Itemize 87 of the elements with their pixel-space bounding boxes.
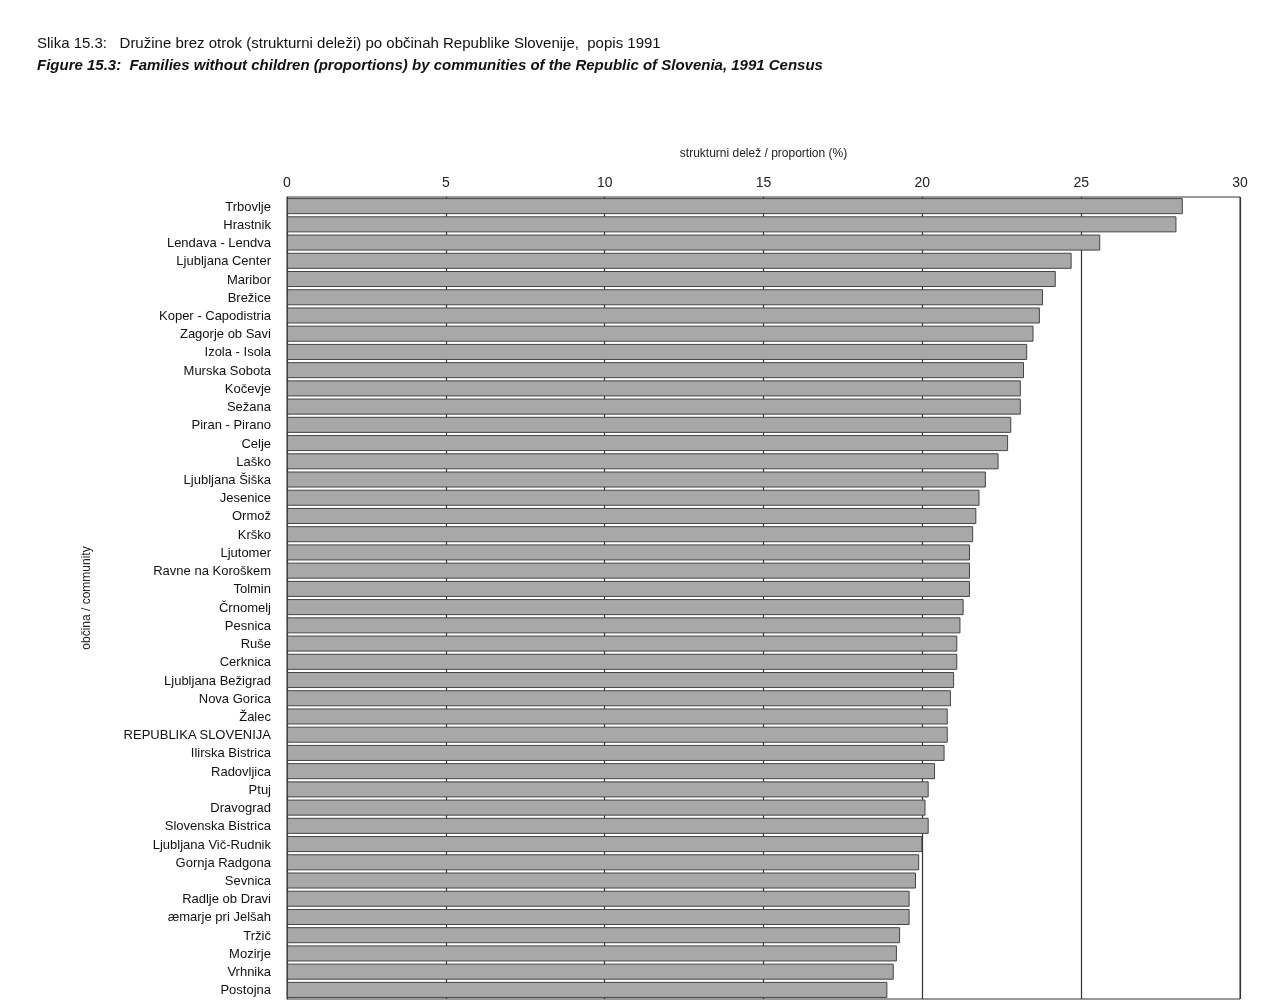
y-tick-label: Žalec: [239, 708, 272, 724]
bar: [287, 854, 920, 871]
y-tick-label: Ormož: [232, 508, 271, 524]
bar: [287, 271, 1056, 288]
y-tick-label: Ilirska Bistrica: [190, 745, 272, 761]
bar: [287, 817, 929, 834]
bar: [287, 836, 923, 853]
y-tick-label: Gornja Radgona: [175, 854, 272, 870]
bar: [287, 908, 910, 925]
y-tick-label: Piran - Pirano: [191, 417, 271, 433]
bar: [287, 489, 980, 506]
bar: [287, 289, 1044, 306]
y-tick-label: Lendava - Lendva: [166, 235, 272, 251]
y-tick-label: Krško: [237, 526, 271, 542]
y-axis-title: občina / community: [79, 546, 93, 650]
bar: [287, 726, 948, 743]
chart-subtitle: Figure 15.3: Families without children (proportions) by communities of the Republic of Slovenia, 1991 Census: [37, 56, 823, 73]
y-tick-label: Ljubljana Center: [176, 253, 272, 269]
bar: [287, 744, 945, 761]
y-tick-label: Tolmin: [233, 581, 271, 597]
bar: [287, 252, 1072, 269]
bar: [287, 526, 974, 543]
y-tick-label: Dravograd: [210, 800, 271, 816]
x-tick-label: 5: [441, 174, 450, 190]
y-tick-label: Nova Gorica: [198, 690, 272, 706]
bar: [287, 599, 964, 616]
bar: [287, 981, 888, 998]
bar: [287, 927, 901, 944]
bar: [287, 872, 916, 889]
y-tick-label: Vrhnika: [227, 964, 272, 980]
bar: [287, 890, 910, 907]
x-tick-label: 25: [1073, 174, 1090, 190]
y-tick-label: Radovljica: [211, 763, 272, 779]
y-tick-label: Ljutomer: [220, 544, 272, 560]
y-tick-label: Pesnica: [224, 617, 272, 633]
y-tick-label: Postojna: [220, 982, 272, 998]
y-tick-label: Hrastnik: [223, 216, 272, 232]
y-tick-label: Murska Sobota: [183, 362, 272, 378]
bar: [287, 362, 1024, 379]
y-tick-label: Slovenska Bistrica: [164, 818, 272, 834]
bar: [287, 343, 1028, 360]
bar: [287, 435, 1009, 452]
y-tick-label: Kočevje: [224, 380, 271, 396]
x-tick-label: 10: [596, 174, 613, 190]
y-tick-label: Koper - Capodistria: [159, 307, 272, 323]
x-tick-label: 20: [914, 174, 931, 190]
x-axis-title: strukturni delež / proportion (%): [679, 146, 848, 160]
y-tick-label: Ruše: [240, 636, 271, 652]
bar: [287, 307, 1040, 324]
chart-title: Slika 15.3: Družine brez otrok (strukturni deleži) po občinah Republike Slovenije, popis 1991: [37, 34, 661, 51]
y-tick-label: Zagorje ob Savi: [179, 326, 272, 342]
y-tick-label: Ljubljana Bežigrad: [164, 672, 271, 688]
bar: [287, 690, 951, 707]
y-tick-label: Ptuj: [248, 781, 272, 797]
bar: [287, 198, 1183, 215]
y-tick-label: Mozirje: [229, 945, 271, 961]
x-tick-label: 15: [755, 174, 772, 190]
bar: [287, 580, 970, 597]
y-tick-label: Jesenice: [219, 490, 271, 506]
y-tick-label: REPUBLIKA SLOVENIJA: [123, 727, 272, 743]
y-tick-label: Izola - Isola: [204, 344, 272, 360]
y-tick-label: Maribor: [226, 271, 272, 287]
y-tick-label: Ravne na Koroškem: [153, 563, 271, 579]
bar: [287, 763, 936, 780]
y-tick-label: Črnomelj: [218, 599, 272, 615]
y-tick-label: Cerknica: [219, 654, 272, 670]
y-tick-label: Trbovlje: [225, 198, 271, 214]
y-tick-label: Ljubljana Vič-Rudnik: [152, 836, 272, 852]
y-tick-label: Celje: [241, 435, 271, 451]
y-tick-label: Tržič: [243, 927, 272, 943]
y-tick-label: Sevnica: [224, 873, 272, 889]
bar: [287, 416, 1012, 433]
y-tick-label: Brežice: [227, 289, 271, 305]
y-tick-label: Radlje ob Dravi: [182, 891, 272, 907]
bar: [287, 325, 1034, 342]
y-tick-label: Laško: [236, 453, 271, 469]
bar: [287, 653, 958, 670]
bar: [287, 471, 986, 488]
y-tick-label: Sežana: [226, 399, 272, 415]
x-tick-label: 30: [1232, 174, 1248, 190]
bar: [287, 507, 977, 524]
y-tick-label: Ljubljana Šiška: [183, 472, 272, 488]
bar: [287, 453, 999, 470]
y-tick-label: æmarje pri Jelšah: [167, 909, 271, 925]
x-tick-label: 0: [283, 174, 292, 190]
bar: [287, 708, 948, 725]
bar: [287, 672, 955, 689]
